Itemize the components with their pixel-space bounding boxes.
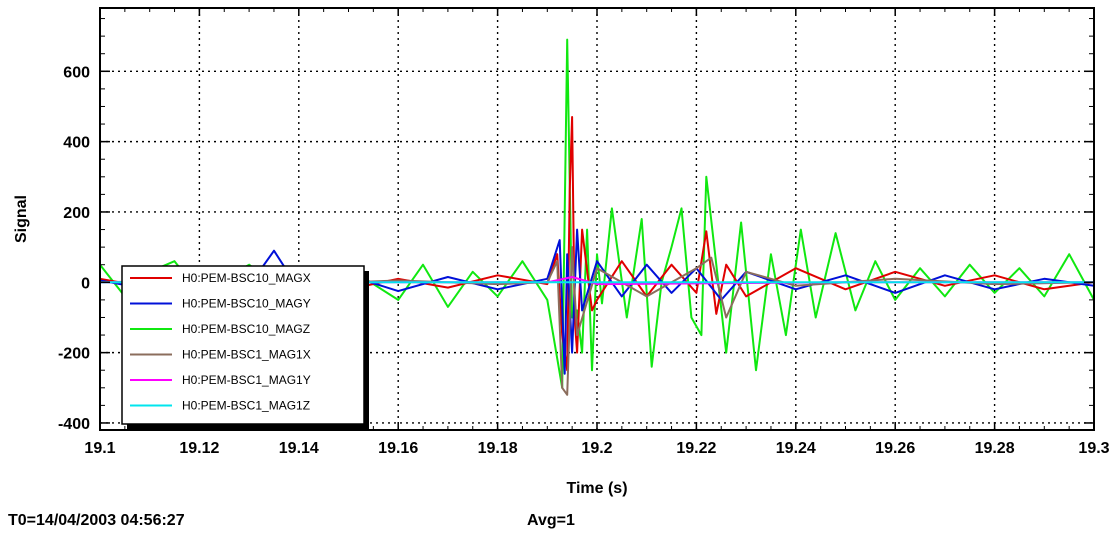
y-tick-label: -200: [58, 346, 90, 363]
legend-label: H0:PEM-BSC1_MAG1X: [182, 348, 311, 362]
x-tick-label: 19.22: [676, 440, 716, 457]
x-tick-label: 19.24: [776, 440, 816, 457]
x-tick-label: 19.28: [975, 440, 1015, 457]
y-axis-label: Signal: [13, 195, 30, 243]
y-tick-label: 200: [63, 205, 90, 222]
y-tick-label: 400: [63, 135, 90, 152]
x-tick-label: 19.16: [378, 440, 418, 457]
legend-label: H0:PEM-BSC1_MAG1Z: [182, 399, 310, 413]
x-tick-label: 19.18: [478, 440, 518, 457]
t0-timestamp: T0=14/04/2003 04:56:27: [8, 512, 185, 529]
x-tick-label: 19.3: [1078, 440, 1109, 457]
legend-label: H0:PEM-BSC10_MAGX: [182, 271, 311, 285]
x-tick-label: 19.2: [581, 440, 612, 457]
x-tick-label: 19.12: [179, 440, 219, 457]
x-tick-label: 19.26: [875, 440, 915, 457]
x-tick-labels: 19.1 19.12 19.14 19.16 19.18 19.2 19.22 19.24 19…: [84, 440, 1109, 457]
x-tick-label: 19.1: [84, 440, 115, 457]
axis-ticks: [99, 8, 1095, 430]
legend-label: H0:PEM-BSC10_MAGZ: [182, 322, 310, 336]
averages-count: Avg=1: [527, 512, 575, 529]
x-tick-label: 19.14: [279, 440, 319, 457]
y-tick-labels: -400 -200 0 200 400 600: [58, 64, 90, 433]
legend-box: [121, 265, 365, 425]
legend-label: H0:PEM-BSC10_MAGY: [182, 297, 311, 311]
series-line-h0-pem-bsc10-magz: [99, 38, 1095, 389]
y-tick-label: 600: [63, 64, 90, 81]
legend-label: H0:PEM-BSC1_MAG1Y: [182, 373, 311, 387]
y-tick-label: 0: [81, 275, 90, 292]
x-axis-label: Time (s): [566, 480, 627, 497]
legend: H0:PEM-BSC10_MAGX H0:PEM-BSC10_MAGY H0:PEM…: [121, 265, 369, 429]
y-tick-label: -400: [58, 416, 90, 433]
